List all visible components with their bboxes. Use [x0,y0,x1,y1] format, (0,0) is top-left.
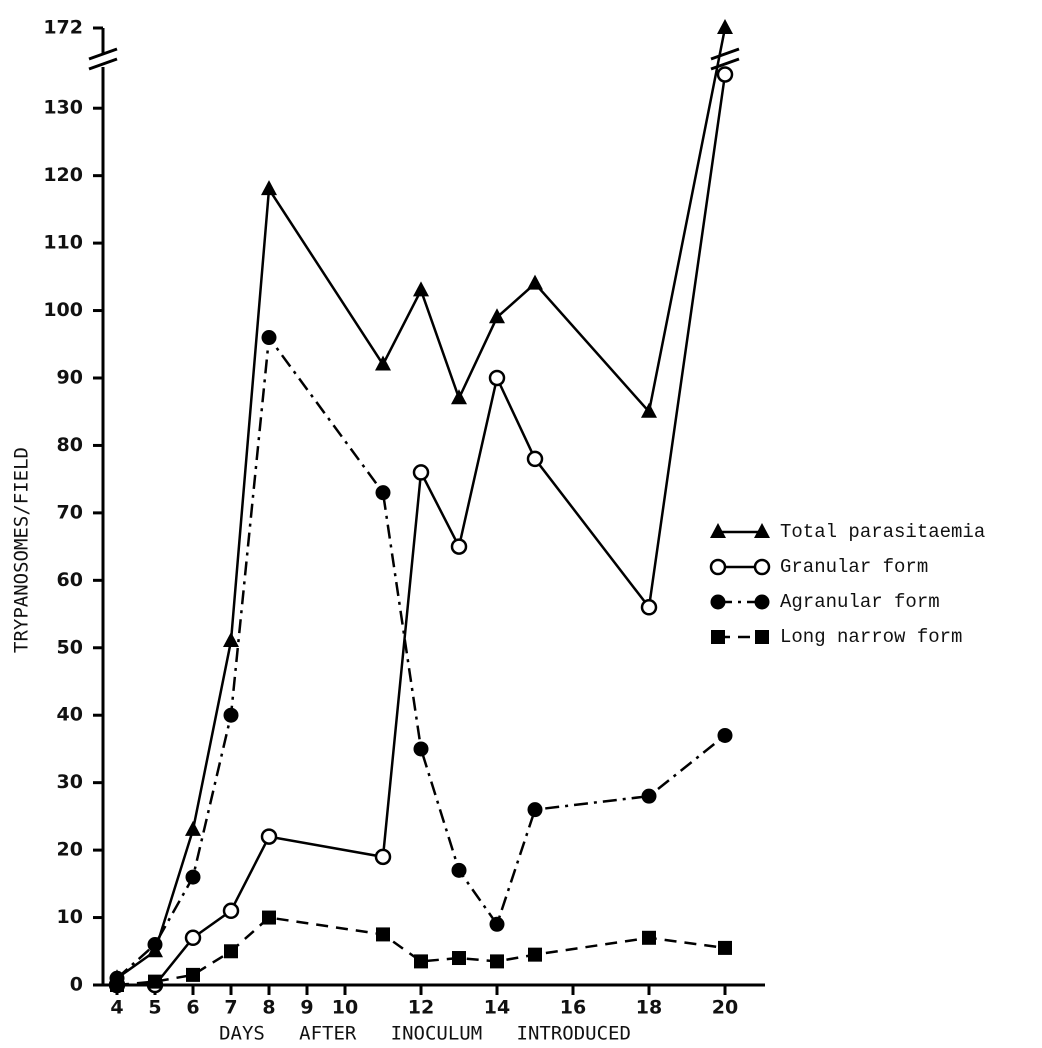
marker [185,869,201,885]
y-tick-label: 70 [57,501,83,523]
marker [452,951,466,966]
y-tick-label: 10 [57,906,83,928]
marker [717,727,733,743]
marker [375,355,391,371]
marker [488,369,506,387]
marker [110,978,124,992]
marker [641,402,657,418]
marker [260,828,278,845]
marker [375,485,391,501]
y-tick-label: 100 [43,299,83,321]
y-tick-label: 130 [43,97,83,119]
marker [261,180,277,196]
axis-break [710,57,740,71]
y-tick-label: 172 [43,17,83,39]
legend-marker [754,594,770,610]
y-tick-label: 90 [57,366,83,388]
marker [718,940,732,955]
marker [414,954,428,969]
x-tick-label: 7 [224,997,237,1019]
marker [527,274,543,290]
marker [641,788,657,804]
marker [451,389,467,405]
marker [642,930,656,945]
marker [224,944,238,959]
marker [489,916,505,932]
marker [451,862,467,878]
x-tick-label: 18 [636,997,662,1019]
marker [223,707,239,723]
x-tick-label: 14 [484,997,510,1019]
marker [528,947,542,962]
legend-marker [710,594,726,610]
marker [526,450,544,468]
legend-marker [753,558,771,576]
series-line [116,27,727,980]
legend-label: Total parasitaemia [780,521,985,543]
marker [716,66,734,83]
marker [147,937,163,953]
y-axis-label: TRYPANOSOMES/FIELD [11,447,33,653]
marker [640,599,658,616]
marker [490,954,504,969]
series-line [116,334,726,980]
marker [450,538,468,555]
axis-break [88,47,118,61]
y-tick-label: 20 [57,839,83,861]
marker [185,820,201,836]
marker [223,632,239,648]
legend-marker [711,630,725,644]
x-axis-label: DAYS AFTER INOCULUM INTRODUCED [219,1023,631,1045]
axis-break [88,57,118,71]
marker [376,927,390,942]
marker [413,741,429,757]
legend-marker [709,558,727,576]
y-tick-label: 80 [57,434,83,456]
x-tick-label: 20 [712,997,738,1019]
x-tick-label: 4 [110,997,123,1019]
y-tick-label: 110 [43,232,83,254]
legend-label: Agranular form [780,591,940,613]
y-tick-label: 30 [57,771,83,793]
y-tick-label: 40 [57,704,83,726]
marker [261,330,277,346]
marker [412,464,430,481]
x-tick-label: 6 [186,997,199,1019]
y-tick-label: 60 [57,569,83,591]
marker [413,281,429,297]
marker [489,308,505,324]
axis-break [710,47,740,61]
x-tick-label: 8 [262,997,275,1019]
marker [527,802,543,818]
legend-marker [755,630,769,644]
legend-label: Long narrow form [780,626,962,648]
x-tick-label: 9 [300,997,313,1019]
marker [374,848,392,866]
marker [262,910,276,925]
x-tick-label: 5 [148,997,161,1019]
marker [186,967,200,982]
x-tick-label: 12 [408,997,434,1019]
x-tick-label: 10 [332,997,358,1019]
marker [148,974,162,989]
x-tick-label: 16 [560,997,586,1019]
legend-label: Granular form [780,556,928,578]
y-tick-label: 0 [70,974,83,996]
y-tick-label: 120 [43,164,83,186]
legend-marker [754,523,770,538]
series-line [117,74,727,987]
marker [222,902,240,920]
marker [184,929,202,947]
y-tick-label: 50 [57,636,83,658]
marker [717,19,733,34]
legend-marker [710,523,726,538]
